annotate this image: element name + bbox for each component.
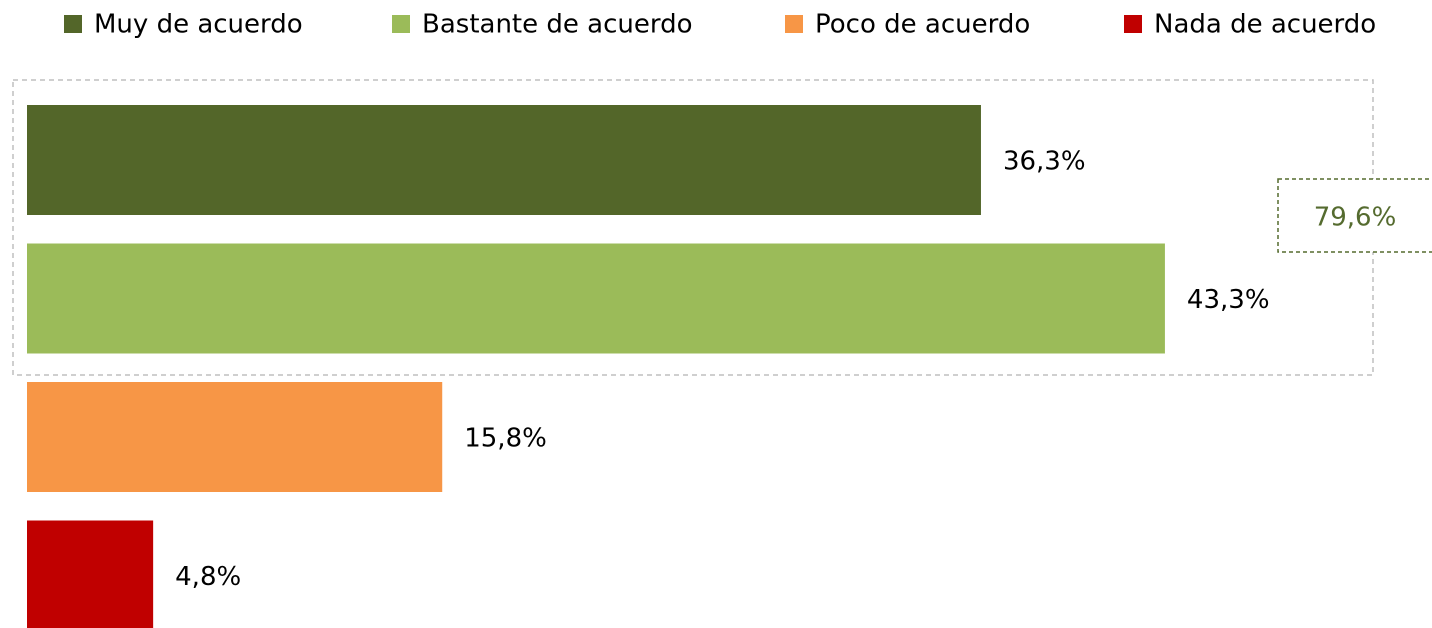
annotation-box	[1277, 178, 1432, 253]
data-label: 43,3%	[1187, 285, 1270, 315]
data-label: 36,3%	[1003, 147, 1086, 177]
legend-label: Muy de acuerdo	[94, 10, 303, 40]
legend-swatch	[392, 15, 410, 33]
bar	[27, 105, 981, 215]
legend-label: Poco de acuerdo	[815, 10, 1030, 40]
legend-label: Nada de acuerdo	[1154, 10, 1376, 40]
legend-label: Bastante de acuerdo	[422, 10, 693, 40]
bar	[27, 243, 1165, 354]
bar	[27, 520, 154, 628]
annotation: 79,6%	[1314, 203, 1397, 233]
legend-swatch	[1124, 15, 1142, 33]
data-label: 15,8%	[464, 424, 547, 454]
legend-swatch	[64, 15, 82, 33]
bar	[27, 382, 443, 492]
legend-swatch	[785, 15, 803, 33]
data-label: 4,8%	[175, 562, 241, 592]
